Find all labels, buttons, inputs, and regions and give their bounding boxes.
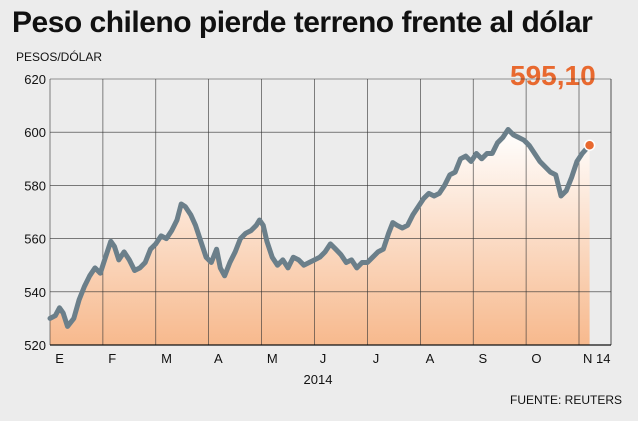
y-tick-label: 540	[24, 285, 46, 300]
x-tick-label: J	[373, 351, 380, 366]
series-area	[50, 129, 590, 345]
y-tick-label: 600	[24, 125, 46, 140]
x-tick-label: A	[214, 351, 223, 366]
y-tick-label: 560	[24, 232, 46, 247]
x-tick-label: M	[161, 351, 172, 366]
x-tick-label: E	[55, 351, 64, 366]
y-axis-label: PESOS/DÓLAR	[16, 50, 103, 64]
source-note: FUENTE: REUTERS	[509, 393, 622, 407]
y-tick-label: 620	[24, 72, 46, 87]
y-tick-label: 520	[24, 338, 46, 353]
x-tick-label: N 14	[583, 351, 610, 366]
x-tick-label: A	[426, 351, 435, 366]
x-tick-label: S	[478, 351, 487, 366]
last-value-marker	[583, 139, 596, 151]
x-tick-label: F	[108, 351, 116, 366]
last-value-callout: 595,10	[510, 60, 596, 91]
x-tick-label: J	[320, 351, 327, 366]
x-axis-year-label: 2014	[304, 372, 333, 387]
y-tick-label: 580	[24, 178, 46, 193]
x-tick-label: O	[531, 351, 541, 366]
chart-title: Peso chileno pierde terreno frente al dó…	[12, 6, 593, 39]
series-line	[47, 127, 593, 329]
x-tick-label: M	[267, 351, 278, 366]
